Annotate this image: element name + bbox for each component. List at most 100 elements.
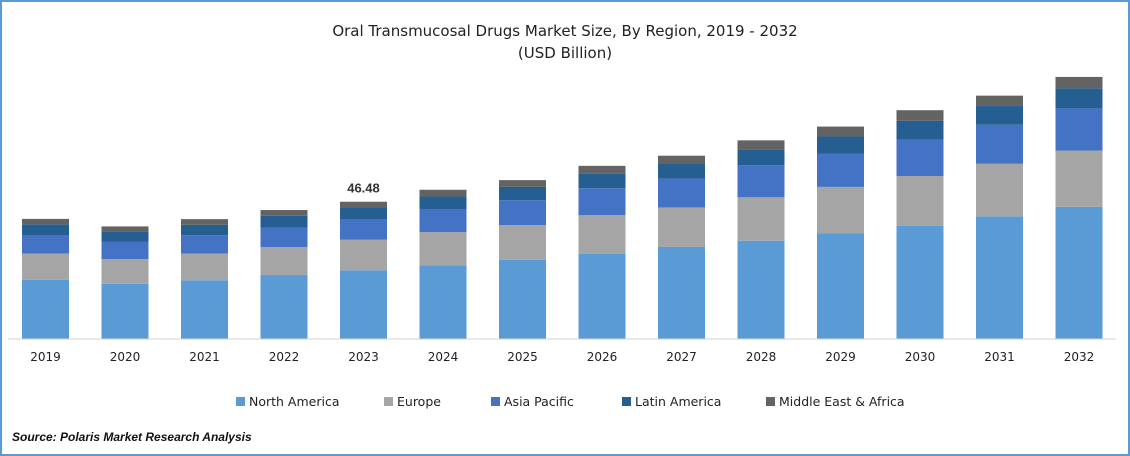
legend-item: Asia Pacific [491, 394, 574, 409]
x-tick-label: 2024 [428, 350, 459, 364]
bar-segment-2026-3 [578, 173, 626, 189]
bar-segment-2019-1 [22, 253, 69, 280]
bar-segment-2030-4 [896, 110, 944, 121]
bar-segment-2027-4 [658, 155, 705, 165]
legend-item: Europe [384, 394, 441, 409]
bar-segment-2030-0 [896, 225, 944, 339]
legend-swatch [622, 397, 631, 406]
bar-segment-2019-0 [22, 279, 69, 339]
source-note: Source: Polaris Market Research Analysis [12, 430, 252, 444]
bar-segment-2028-4 [737, 140, 785, 150]
bar-segment-2028-2 [737, 165, 785, 198]
bar-segment-2021-4 [181, 219, 228, 225]
bar-segment-2031-2 [976, 124, 1023, 164]
bar-segment-2032-0 [1055, 206, 1103, 339]
bar-segment-2023-0 [340, 270, 387, 339]
bar-segment-2025-3 [499, 186, 546, 201]
bar-segment-2022-2 [260, 227, 308, 248]
bar-segment-2023-2 [340, 219, 387, 240]
bar-segment-2026-2 [578, 188, 626, 216]
x-tick-label: 2022 [269, 350, 300, 364]
bar-segment-2020-0 [101, 283, 149, 339]
bar-segment-2026-0 [578, 253, 626, 339]
legend-item: Middle East & Africa [766, 394, 905, 409]
x-tick-labels: 2019 2020 2021 2022 2023 2024 2025 2026 2027 2028… [30, 350, 1094, 364]
bar-segment-2023-1 [340, 239, 387, 271]
bar-segment-2030-2 [896, 139, 944, 176]
bar-segment-2029-4 [817, 126, 864, 137]
x-tick-label: 2025 [507, 350, 538, 364]
bar-segment-2020-2 [101, 241, 149, 260]
legend-swatch [766, 397, 775, 406]
bar-segment-2032-3 [1055, 88, 1103, 109]
x-tick-label: 2032 [1064, 350, 1095, 364]
bar-segment-2019-3 [22, 224, 69, 235]
bar-segment-2030-3 [896, 120, 944, 140]
bar-segment-2019-4 [22, 218, 69, 225]
bar-segment-2030-1 [896, 175, 944, 226]
data-label-2023: 46.48 [347, 181, 380, 196]
chart-title: Oral Transmucosal Drugs Market Size, By … [332, 22, 798, 40]
x-tick-label: 2031 [984, 350, 1015, 364]
x-tick-label: 2027 [666, 350, 697, 364]
x-tick-label: 2019 [30, 350, 61, 364]
legend-swatch [236, 397, 245, 406]
x-tick-label: 2021 [189, 350, 220, 364]
bar-segment-2025-1 [499, 225, 546, 260]
bar-segment-2024-0 [419, 265, 467, 339]
bar-segment-2027-0 [658, 246, 705, 339]
x-tick-label: 2028 [746, 350, 777, 364]
legend-label: Latin America [635, 394, 722, 409]
x-tick-label: 2029 [825, 350, 856, 364]
bar-segment-2027-3 [658, 164, 705, 179]
bar-segment-2029-1 [817, 186, 864, 234]
legend-item: Latin America [622, 394, 721, 409]
bar-segment-2027-1 [658, 207, 705, 247]
bar-segment-2029-3 [817, 136, 864, 154]
bar-segment-2025-0 [499, 259, 546, 339]
chart-legend: North America Europe Asia Pacific Latin Ame… [0, 394, 1130, 412]
annotations-group: 46.48 [347, 181, 380, 196]
legend-label: Europe [397, 394, 441, 409]
chart-subtitle: (USD Billion) [517, 44, 613, 62]
x-tick-label: 2026 [587, 350, 618, 364]
bar-segment-2024-3 [419, 196, 467, 209]
x-tick-label: 2030 [905, 350, 936, 364]
bar-segment-2023-3 [340, 207, 387, 220]
legend-label: North America [249, 394, 340, 409]
bar-segment-2021-2 [181, 235, 228, 254]
bar-segment-2019-2 [22, 235, 69, 254]
bar-segment-2031-3 [976, 106, 1023, 125]
bar-segment-2032-4 [1055, 76, 1103, 89]
bar-segment-2020-3 [101, 231, 149, 242]
bar-segment-2024-4 [419, 189, 467, 197]
x-tick-label: 2023 [348, 350, 379, 364]
bar-segment-2032-1 [1055, 150, 1103, 207]
bar-segment-2025-4 [499, 180, 546, 187]
bar-segment-2021-3 [181, 224, 228, 236]
bar-segment-2024-1 [419, 232, 467, 266]
legend-label: Middle East & Africa [779, 394, 905, 409]
bar-segment-2029-2 [817, 153, 864, 187]
bar-segment-2026-1 [578, 215, 626, 254]
bar-segment-2028-3 [737, 149, 785, 166]
bar-segment-2022-0 [260, 275, 308, 339]
legend-item: North America [236, 394, 340, 409]
bar-segment-2031-4 [976, 95, 1023, 107]
bar-segment-2021-1 [181, 253, 228, 281]
legend-label: Asia Pacific [504, 394, 574, 409]
bar-segment-2020-1 [101, 259, 149, 284]
bar-segment-2032-2 [1055, 108, 1103, 151]
bar-segment-2031-1 [976, 163, 1023, 217]
bars-group [22, 76, 1103, 339]
bar-segment-2022-3 [260, 215, 308, 228]
bar-segment-2025-2 [499, 200, 546, 226]
bar-segment-2020-4 [101, 226, 149, 232]
bar-segment-2029-0 [817, 233, 864, 339]
bar-segment-2024-2 [419, 209, 467, 233]
bar-segment-2022-4 [260, 210, 308, 216]
bar-segment-2021-0 [181, 280, 228, 339]
bar-segment-2022-1 [260, 247, 308, 276]
legend-swatch [384, 397, 393, 406]
